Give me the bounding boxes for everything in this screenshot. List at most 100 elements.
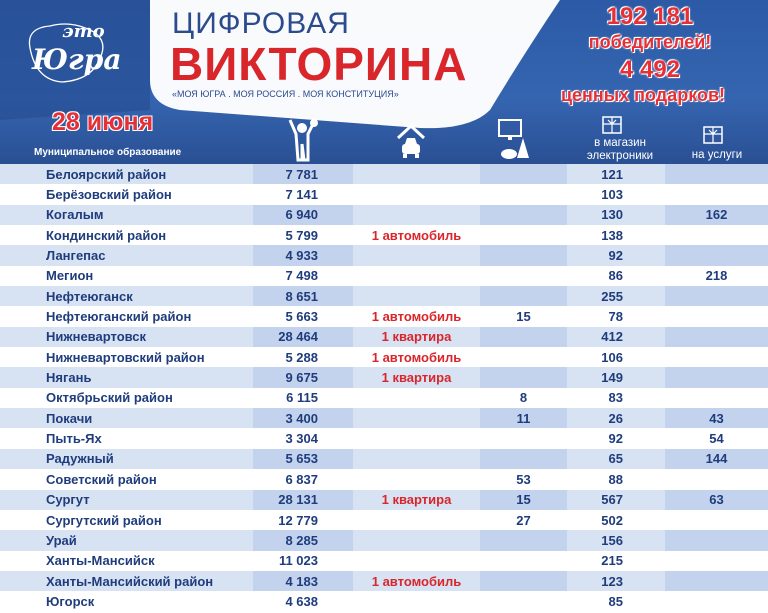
electronics-cell: 26 bbox=[567, 408, 665, 429]
appliances-icon bbox=[498, 119, 529, 159]
electronics-cell: 502 bbox=[601, 512, 623, 528]
winners-cell: 11 023 bbox=[278, 553, 318, 569]
table-row: Когалым 6 940 130 162 bbox=[0, 204, 768, 226]
winners-cell: 8 285 bbox=[253, 530, 353, 551]
electronics-cell: 92 bbox=[567, 245, 665, 266]
services-cell bbox=[665, 570, 768, 592]
winners-cell: 6 115 bbox=[286, 390, 318, 406]
slogan: «МОЯ ЮГРА . МОЯ РОССИЯ . МОЯ КОНСТИТУЦИЯ… bbox=[172, 89, 399, 99]
table-row: Лангепас 4 933 92 bbox=[0, 245, 768, 266]
services-cell bbox=[665, 245, 768, 266]
services-cell bbox=[665, 286, 768, 307]
municipality-cell: Покачи bbox=[0, 408, 253, 429]
banner-background bbox=[0, 0, 560, 129]
municipality-cell: Югорск bbox=[46, 593, 95, 609]
services-cell bbox=[665, 510, 768, 530]
services-cell bbox=[665, 469, 768, 489]
title-line2: ВИКТОРИНА bbox=[170, 38, 468, 90]
electronics-cell: 123 bbox=[567, 570, 665, 592]
municipality-cell: Ханты-Мансийск bbox=[46, 553, 155, 569]
table-row: Югорск 4 638 85 bbox=[0, 591, 768, 611]
appliances-cell bbox=[480, 551, 567, 571]
prize-cell: 1 автомобиль bbox=[371, 227, 462, 243]
municipality-cell: Октябрьский район bbox=[46, 390, 173, 406]
table-row: Ханты-Мансийск 11 023 215 bbox=[0, 551, 768, 571]
gift-card-icon bbox=[602, 116, 622, 134]
appliances-cell bbox=[480, 204, 567, 226]
title-line1: ЦИФРОВАЯ bbox=[172, 7, 350, 40]
table-row: Мегион 7 498 86 218 bbox=[0, 266, 768, 286]
municipality-cell: Пыть-Ях bbox=[46, 431, 102, 447]
table-row: Нефтеюганский район 5 663 1 автомобиль 15 78 bbox=[0, 306, 768, 326]
services-cell bbox=[665, 184, 768, 204]
winners-cell: 7 781 bbox=[253, 164, 353, 185]
municipality-cell: Радужный bbox=[0, 448, 253, 470]
table-row: Нягань 9 675 1 квартира 149 bbox=[0, 367, 768, 388]
gifts-label: ценных подарков! bbox=[560, 85, 726, 105]
municipality-cell: Кондинский район bbox=[46, 227, 167, 243]
appliances-cell bbox=[480, 428, 567, 448]
electronics-cell: 215 bbox=[601, 553, 623, 569]
electronics-cell: 567 bbox=[567, 489, 665, 510]
gifts-count: 4 492 bbox=[619, 56, 681, 83]
electronics-cell: 412 bbox=[567, 326, 665, 348]
appliances-cell bbox=[480, 367, 567, 388]
prize-cell bbox=[353, 591, 480, 611]
yugra-logo: это Югра bbox=[22, 18, 122, 86]
column-header-services: на услуги bbox=[691, 149, 743, 161]
services-cell: 63 bbox=[665, 489, 768, 510]
electronics-cell: 83 bbox=[608, 390, 623, 406]
electronics-cell: 103 bbox=[601, 187, 623, 203]
winners-cell: 28 131 bbox=[253, 489, 353, 510]
prize-cell bbox=[353, 530, 480, 551]
prize-cell bbox=[353, 204, 480, 226]
prize-cell: 1 квартира bbox=[353, 367, 480, 388]
appliances-cell bbox=[480, 225, 567, 245]
prize-cell bbox=[353, 164, 480, 185]
table-row: Урай 8 285 156 bbox=[0, 530, 768, 551]
results-table: Белоярский район 7 781 121 Берёзовский райо… bbox=[0, 164, 768, 612]
services-cell bbox=[665, 326, 768, 348]
appliances-cell bbox=[480, 266, 567, 286]
electronics-cell: 130 bbox=[567, 204, 665, 226]
appliances-cell: 8 bbox=[519, 390, 528, 406]
winner-person-icon bbox=[288, 119, 318, 162]
services-cell: 54 bbox=[709, 431, 724, 447]
table-row: Белоярский район 7 781 121 bbox=[0, 164, 768, 185]
municipality-cell: Нижневартовский район bbox=[46, 349, 205, 365]
municipality-cell: Нижневартовск bbox=[0, 326, 253, 348]
electronics-cell: 92 bbox=[608, 431, 623, 447]
electronics-cell: 138 bbox=[601, 227, 623, 243]
electronics-cell: 86 bbox=[608, 268, 623, 284]
winners-cell: 3 304 bbox=[285, 431, 318, 447]
electronics-cell: 88 bbox=[608, 471, 623, 487]
appliances-cell: 11 bbox=[480, 408, 567, 429]
winners-label: победителей! bbox=[588, 32, 712, 52]
prize-cell bbox=[353, 551, 480, 571]
appliances-cell bbox=[480, 184, 567, 204]
prize-cell bbox=[353, 469, 480, 489]
appliances-cell bbox=[480, 347, 567, 367]
prize-cell: 1 автомобиль bbox=[371, 309, 462, 325]
table-row: Сургутский район 12 779 27 502 bbox=[0, 510, 768, 530]
prize-cell: 1 автомобиль bbox=[353, 570, 480, 592]
table-row: Нижневартовск 28 464 1 квартира 412 bbox=[0, 326, 768, 348]
winners-cell: 5 663 bbox=[285, 309, 318, 325]
table-row: Ханты-Мансийский район 4 183 1 автомобиль 1… bbox=[0, 570, 768, 592]
table-row: Кондинский район 5 799 1 автомобиль 138 bbox=[0, 225, 768, 245]
services-cell bbox=[665, 551, 768, 571]
winners-cell: 4 183 bbox=[253, 570, 353, 592]
appliances-cell bbox=[480, 530, 567, 551]
services-cell bbox=[665, 388, 768, 408]
header-banner: это Югра ЦИФРОВАЯ ВИКТОРИНА «МОЯ ЮГРА . … bbox=[0, 0, 768, 164]
table-row: Покачи 3 400 11 26 43 bbox=[0, 408, 768, 429]
table-row: Радужный 5 653 65 144 bbox=[0, 448, 768, 470]
table-row: Октябрьский район 6 115 8 83 bbox=[0, 388, 768, 408]
winners-cell: 5 653 bbox=[253, 448, 353, 470]
table-row: Пыть-Ях 3 304 92 54 bbox=[0, 428, 768, 448]
winners-cell: 7 498 bbox=[285, 268, 318, 284]
electronics-cell: 149 bbox=[567, 367, 665, 388]
municipality-cell: Урай bbox=[0, 530, 253, 551]
winners-cell: 9 675 bbox=[253, 367, 353, 388]
municipality-cell: Когалым bbox=[0, 204, 253, 226]
